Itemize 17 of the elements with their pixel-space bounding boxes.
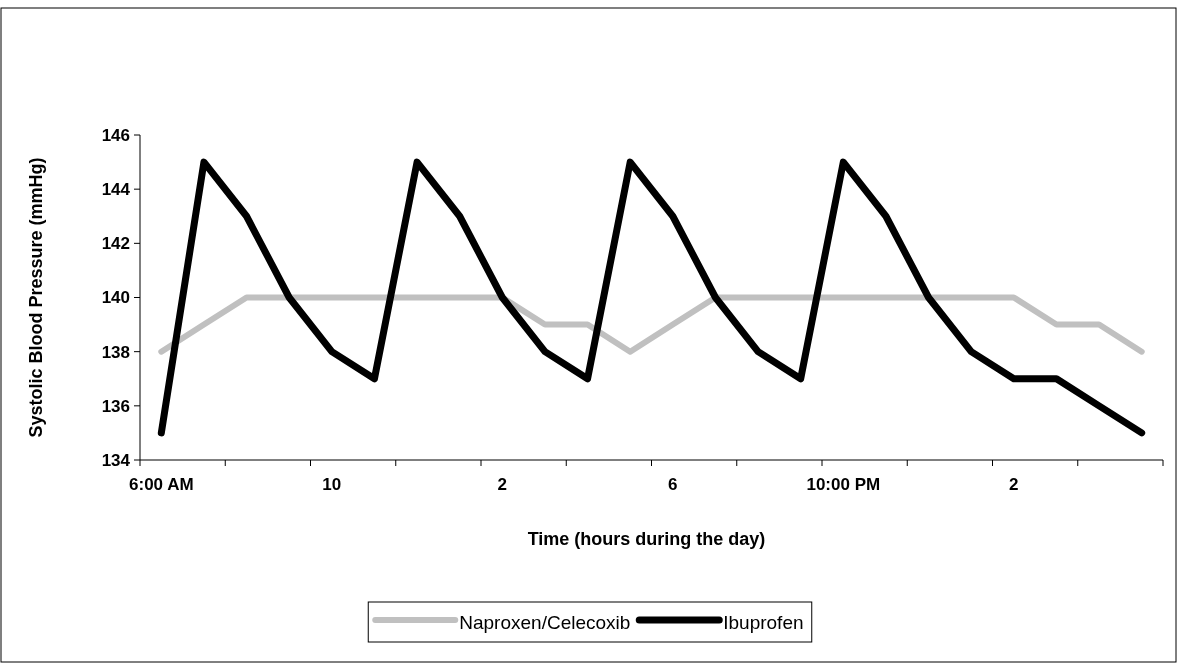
x-tick-label: 10:00 PM bbox=[806, 475, 881, 494]
x-tick-label: 2 bbox=[497, 475, 508, 494]
y-tick-label: 146 bbox=[101, 125, 130, 145]
y-tick-label: 140 bbox=[101, 288, 130, 308]
y-axis-title: Systolic Blood Pressure (mmHg) bbox=[26, 157, 46, 438]
x-tick-label: 6:00 AM bbox=[129, 475, 194, 494]
y-tick-label: 134 bbox=[101, 450, 131, 470]
legend-label: Naproxen/Celecoxib bbox=[459, 611, 631, 633]
x-tick-label: 6 bbox=[668, 475, 678, 494]
x-tick-label: 2 bbox=[1009, 475, 1019, 494]
x-axis-title: Time (hours during the day) bbox=[527, 529, 766, 549]
y-tick-label: 144 bbox=[101, 180, 131, 200]
legend-label: Ibuprofen bbox=[723, 611, 804, 633]
x-tick-label: 10 bbox=[322, 475, 342, 494]
y-tick-label: 136 bbox=[101, 396, 130, 416]
y-tick-label: 138 bbox=[101, 342, 130, 362]
y-tick-label: 142 bbox=[101, 234, 130, 254]
